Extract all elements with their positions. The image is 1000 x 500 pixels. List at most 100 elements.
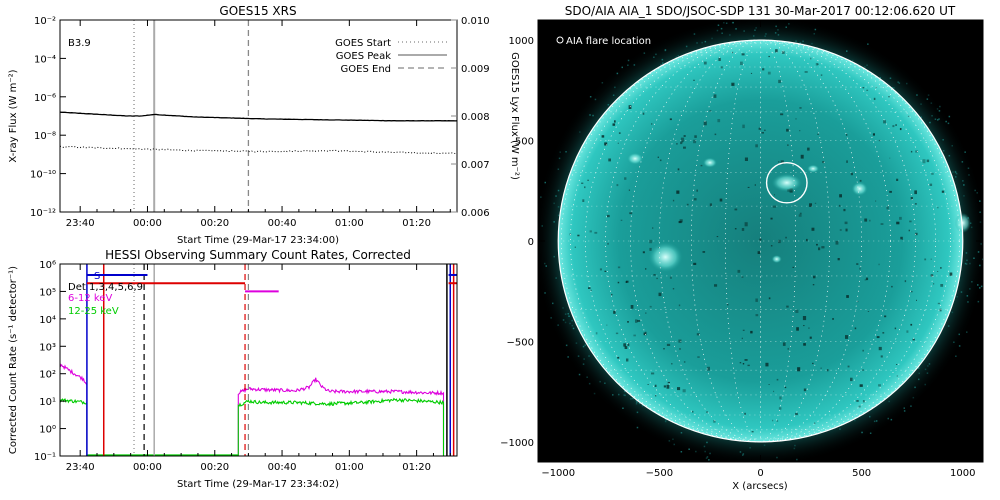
aia-disk-dark-speckle [693, 262, 697, 265]
aia-disk-dark-speckle [615, 332, 619, 335]
aia-active-region-brightening [627, 152, 644, 165]
aia-disk-dark-speckle [703, 61, 707, 65]
aia-disk-dark-speckle [606, 324, 608, 326]
aia-disk-dark-speckle [862, 400, 865, 403]
aia-corona-speckle [582, 345, 585, 348]
aia-corona-speckle [869, 432, 872, 434]
aia-corona-speckle [929, 121, 931, 124]
aia-disk-dark-speckle [693, 79, 695, 81]
aia-disk-dark-speckle [846, 160, 848, 163]
aia-corona-speckle [720, 27, 723, 30]
aia-disk-dark-speckle [742, 329, 745, 331]
aia-corona-speckle [677, 55, 679, 57]
aia-corona-speckle [622, 407, 624, 409]
aia-disk-dark-speckle [672, 199, 675, 202]
aia-corona-speckle [742, 454, 744, 456]
aia-disk-dark-speckle [604, 270, 607, 272]
aia-solar-limb [557, 39, 964, 443]
aia-disk-dark-speckle [847, 365, 850, 368]
aia-corona-speckle [973, 257, 975, 259]
aia-disk-dark-speckle [741, 53, 745, 56]
aia-disk-dark-speckle [914, 190, 917, 195]
aia-corona-speckle [680, 451, 683, 453]
aia-disk-dark-speckle [869, 219, 871, 222]
aia-disk-dark-speckle [624, 346, 628, 349]
goes-y-tick-label: 10⁻¹² [30, 208, 56, 219]
aia-disk-dark-speckle [862, 349, 864, 352]
hessi-x-tick-label: 01:20 [402, 462, 431, 473]
hessi-x-tick-label: 00:40 [268, 462, 297, 473]
aia-corona-speckle [672, 438, 674, 440]
aia-disk-dark-speckle [628, 105, 632, 109]
aia-disk-dark-speckle [774, 194, 775, 196]
aia-corona-speckle [621, 66, 623, 69]
aia-corona-speckle [939, 105, 941, 108]
aia-corona-speckle [930, 102, 933, 104]
aia-corona-speckle [592, 114, 594, 117]
aia-disk-dark-speckle [940, 267, 942, 269]
goes-y-tick-label: 10⁻¹⁰ [30, 170, 56, 181]
aia-corona-speckle [632, 397, 634, 400]
aia-corona-speckle [704, 450, 706, 453]
aia-corona-speckle [918, 378, 920, 381]
aia-disk-dark-speckle [786, 305, 789, 308]
aia-disk-dark-speckle [859, 384, 863, 387]
aia-corona-speckle [630, 398, 632, 400]
aia-corona-speckle [879, 77, 881, 79]
aia-disk-dark-speckle [731, 82, 735, 86]
aia-disk-dark-speckle [617, 142, 619, 144]
aia-disk-dark-speckle [604, 142, 608, 146]
aia-active-region-brightening [702, 157, 718, 168]
aia-disk-dark-speckle [846, 295, 849, 298]
aia-disk-dark-speckle [679, 348, 681, 350]
aia-disk-dark-speckle [584, 186, 586, 189]
aia-corona-speckle [633, 64, 636, 66]
aia-disk-dark-speckle [809, 203, 812, 207]
aia-corona-speckle [544, 262, 546, 265]
hessi-chart-title: HESSI Observing Summary Count Rates, Cor… [105, 248, 411, 262]
aia-corona-speckle [583, 358, 585, 360]
aia-disk-dark-speckle [778, 79, 781, 84]
hessi-y-tick-label: 10⁻¹ [34, 452, 56, 463]
aia-disk-dark-speckle [655, 395, 657, 397]
aia-corona-speckle [963, 195, 965, 197]
aia-corona-speckle [966, 259, 968, 262]
aia-corona-speckle [545, 265, 547, 267]
aia-disk-dark-speckle [800, 154, 804, 159]
aia-disk-dark-speckle [717, 119, 721, 123]
hessi-y-axis: 10⁻¹ 10⁰ 10¹ 10² 10³ 10⁴ 10⁵ 10⁶ [34, 260, 66, 463]
aia-corona-speckle [673, 443, 675, 446]
aia-corona-speckle [653, 56, 655, 58]
aia-corona-speckle [917, 367, 920, 369]
aia-disk-dark-speckle [759, 238, 762, 241]
aia-disk-dark-speckle [618, 132, 621, 134]
aia-corona-speckle [728, 463, 730, 465]
aia-corona-speckle [958, 345, 961, 347]
aia-corona-speckle [888, 400, 890, 403]
aia-disk-dark-speckle [786, 128, 789, 132]
aia-disk-dark-speckle [799, 130, 801, 132]
aia-disk-dark-speckle [930, 274, 934, 277]
aia-disk-dark-speckle [616, 184, 619, 187]
aia-disk-dark-speckle [784, 386, 787, 389]
hessi-6-12kev-line [60, 363, 88, 456]
hessi-12-25kev-line [60, 398, 88, 456]
aia-corona-speckle [948, 155, 951, 157]
aia-disk-dark-speckle [846, 134, 848, 136]
aia-corona-speckle [582, 363, 585, 365]
aia-disk-dark-speckle [617, 356, 620, 359]
aia-corona-speckle [897, 81, 899, 83]
aia-corona-speckle [557, 206, 560, 208]
hessi-legend-entry-label: 6-12 keV [68, 293, 112, 304]
aia-corona-speckle [965, 252, 968, 254]
aia-corona-speckle [928, 363, 931, 365]
aia-disk-dark-speckle [620, 219, 623, 221]
aia-corona-speckle [557, 168, 560, 170]
aia-disk-dark-speckle [937, 271, 939, 272]
goes-y-axis-label: X-ray Flux (W m⁻²) [8, 69, 19, 162]
aia-disk-dark-speckle [696, 333, 700, 336]
aia-disk-dark-speckle [677, 387, 681, 391]
aia-disk-dark-speckle [645, 268, 647, 270]
aia-disk-dark-speckle [702, 251, 706, 253]
aia-corona-speckle [635, 399, 638, 402]
